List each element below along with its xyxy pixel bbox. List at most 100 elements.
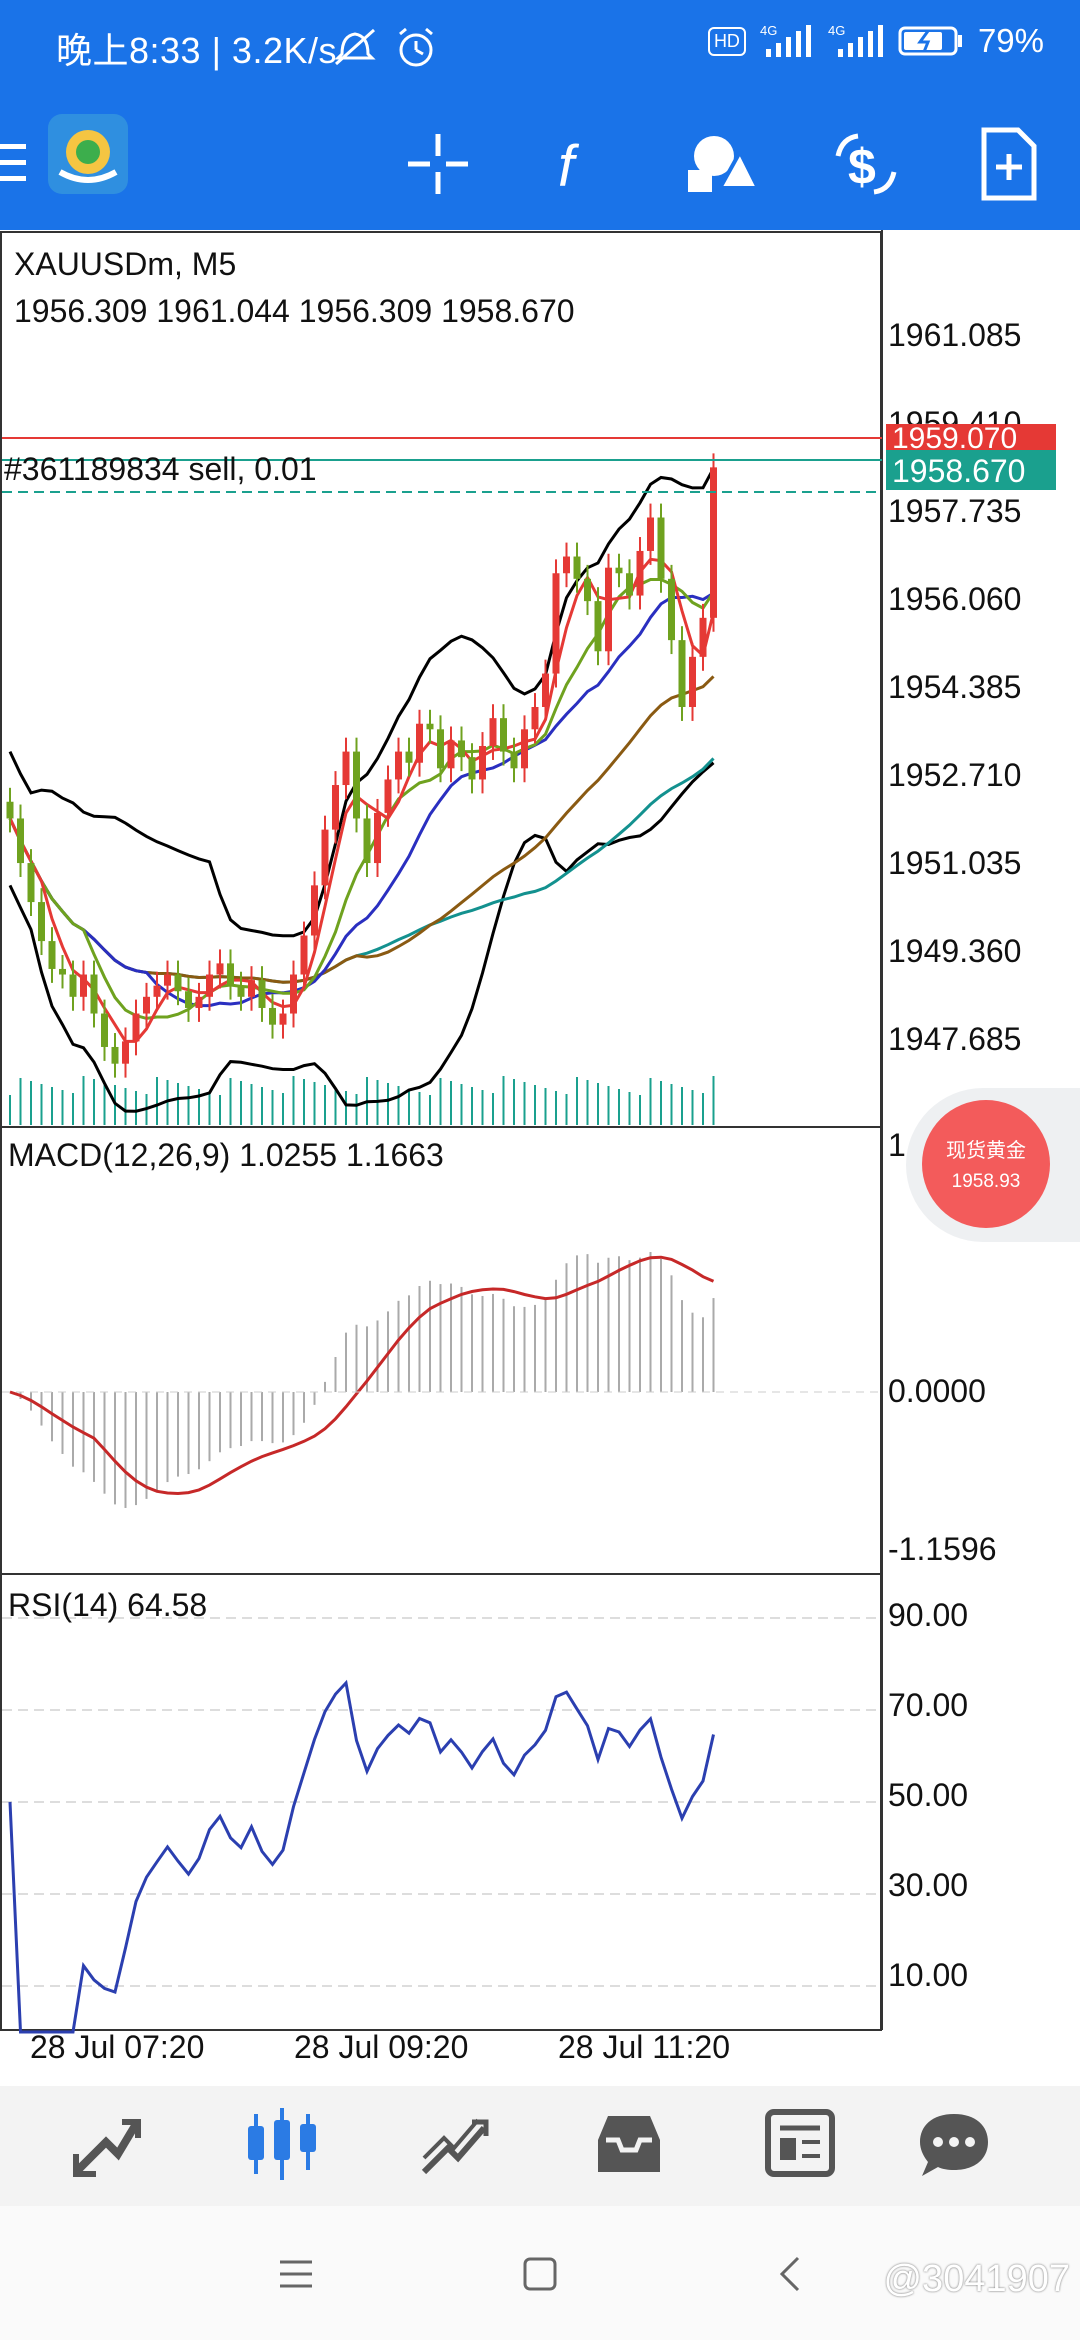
status-time: 晚上8:33 | 3.2K/s bbox=[56, 30, 337, 71]
candle-body bbox=[321, 829, 329, 886]
rsi-line bbox=[8, 1679, 715, 2034]
bid-price-tag-bg bbox=[886, 424, 1056, 452]
trade-tab-icon[interactable] bbox=[418, 2110, 494, 2180]
candle-body bbox=[426, 723, 434, 730]
ohlc-label: 1956.309 1961.044 1956.309 1958.670 bbox=[14, 293, 575, 329]
candle-body bbox=[542, 673, 549, 708]
recents-nav-icon[interactable] bbox=[278, 2258, 314, 2290]
candle-body bbox=[6, 801, 14, 819]
candle-body bbox=[531, 707, 539, 730]
candle-body bbox=[699, 617, 707, 657]
candle-body bbox=[552, 573, 560, 674]
macd-label: MACD(12,26,9) 1.0255 1.1663 bbox=[8, 1137, 444, 1173]
new-order-icon[interactable] bbox=[970, 126, 1046, 202]
macd-scale-label: -1.1596 bbox=[888, 1531, 997, 1567]
time-axis-label: 28 Jul 09:20 bbox=[294, 2029, 468, 2065]
messages-tab-icon[interactable] bbox=[918, 2110, 990, 2180]
candle-body bbox=[300, 935, 308, 975]
price-scale-label: 1961.085 bbox=[888, 317, 1021, 353]
bottom-navigation bbox=[0, 2086, 1080, 2206]
svg-text:4G: 4G bbox=[828, 23, 845, 38]
candle-body bbox=[678, 640, 686, 708]
candle-body bbox=[311, 885, 318, 936]
price-scale-label: 1956.060 bbox=[888, 581, 1021, 617]
watermark-text: @3041907 bbox=[883, 2258, 1070, 2300]
history-tab-icon[interactable] bbox=[594, 2112, 664, 2176]
rsi-scale-label: 90.00 bbox=[888, 1597, 968, 1633]
app-toolbar: f $ bbox=[0, 96, 1080, 230]
candle-body bbox=[605, 567, 612, 652]
candle-body bbox=[185, 991, 192, 1008]
candle-body bbox=[101, 1013, 108, 1047]
battery-icon bbox=[898, 26, 962, 56]
candle-body bbox=[437, 729, 444, 769]
macd-scale-label: 0.0000 bbox=[888, 1373, 986, 1409]
price-scale-label: 1947.685 bbox=[888, 1021, 1021, 1057]
candle-body bbox=[500, 718, 507, 752]
candle-body bbox=[647, 517, 654, 551]
floating-quote-button[interactable]: 现货黄金 1958.93 bbox=[922, 1100, 1050, 1228]
quotes-tab-icon[interactable] bbox=[70, 2114, 146, 2180]
hd-badge: HD bbox=[707, 26, 746, 56]
chart-area[interactable]: XAUUSDm, M5 1956.309 1961.044 1956.309 1… bbox=[0, 230, 1080, 2085]
battery-percent: 79% bbox=[977, 22, 1044, 59]
macd-panel bbox=[0, 1126, 882, 1575]
back-nav-icon[interactable] bbox=[774, 2254, 804, 2294]
chart-tab-icon[interactable] bbox=[244, 2104, 320, 2184]
candle-body bbox=[594, 601, 602, 652]
candle-body bbox=[279, 1013, 287, 1025]
candle-body bbox=[69, 974, 77, 997]
candle-body bbox=[657, 517, 665, 579]
floating-quote-title: 现货黄金 bbox=[946, 1140, 1026, 1162]
metatrader-logo-icon[interactable] bbox=[46, 112, 130, 196]
candle-body bbox=[143, 996, 150, 1014]
candle-body bbox=[174, 974, 182, 992]
signal-icon-1: 4G bbox=[760, 23, 811, 57]
candle-body bbox=[332, 785, 339, 830]
objects-shapes-icon[interactable] bbox=[684, 126, 760, 202]
price-chart[interactable]: XAUUSDm, M5 1956.309 1961.044 1956.309 1… bbox=[0, 230, 1080, 2085]
candle-body bbox=[122, 1041, 129, 1064]
time-axis-label: 28 Jul 07:20 bbox=[30, 2029, 204, 2065]
time-axis-label: 28 Jul 11:20 bbox=[558, 2029, 730, 2065]
system-navigation-bar bbox=[0, 2206, 1080, 2340]
rsi-scale-label: 70.00 bbox=[888, 1687, 968, 1723]
candle-body bbox=[290, 974, 297, 1014]
candle-body bbox=[710, 467, 717, 618]
rsi-label: RSI(14) 64.58 bbox=[8, 1587, 207, 1623]
news-tab-icon[interactable] bbox=[764, 2108, 836, 2178]
candle-body bbox=[563, 556, 570, 574]
candle-body bbox=[248, 980, 255, 997]
home-nav-icon[interactable] bbox=[522, 2256, 558, 2292]
crosshair-icon[interactable] bbox=[400, 126, 476, 202]
candle-body bbox=[258, 980, 266, 1008]
symbol-label: XAUUSDm, M5 bbox=[14, 246, 236, 282]
candle-body bbox=[615, 567, 623, 574]
candle-body bbox=[384, 779, 392, 813]
trade-dollar-icon[interactable]: $ bbox=[828, 126, 904, 202]
price-scale-label: 1952.710 bbox=[888, 757, 1021, 793]
candle-body bbox=[227, 963, 234, 986]
candle-body bbox=[48, 941, 56, 969]
candle-body bbox=[510, 751, 518, 769]
candle-body bbox=[405, 751, 413, 763]
svg-text:$: $ bbox=[848, 139, 876, 195]
candle-body bbox=[17, 818, 24, 864]
menu-icon[interactable] bbox=[0, 136, 30, 192]
candle-body bbox=[195, 996, 203, 1008]
candle-body bbox=[416, 723, 423, 763]
candle-body bbox=[689, 656, 696, 708]
main-price-panel bbox=[0, 230, 883, 2030]
rsi-scale-label: 50.00 bbox=[888, 1777, 968, 1813]
candle-body bbox=[489, 718, 497, 747]
bid-price-tag: 1959.070 bbox=[892, 422, 1017, 455]
candle-body bbox=[342, 751, 350, 786]
candle-body bbox=[395, 751, 402, 780]
price-scale-label: 1954.385 bbox=[888, 669, 1021, 705]
candle-body bbox=[636, 550, 644, 596]
candle-body bbox=[111, 1046, 119, 1064]
indicators-function-icon[interactable]: f bbox=[540, 126, 616, 202]
svg-text:4G: 4G bbox=[760, 23, 777, 38]
candle-body bbox=[626, 573, 633, 596]
floating-quote-price: 1958.93 bbox=[951, 1171, 1021, 1192]
